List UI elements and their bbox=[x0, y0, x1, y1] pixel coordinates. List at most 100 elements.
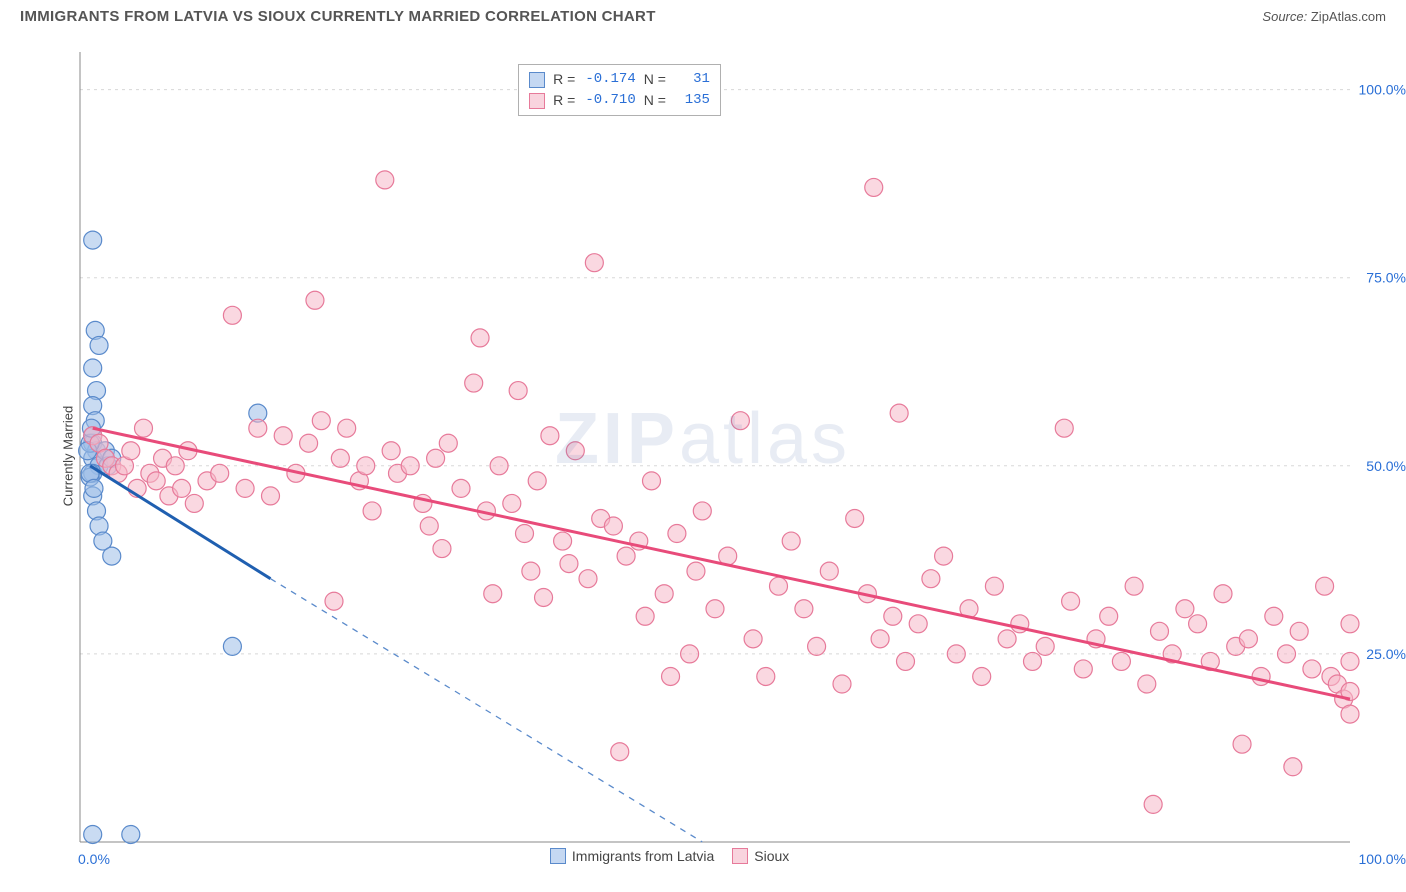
scatter-point bbox=[147, 472, 165, 490]
chart-title: IMMIGRANTS FROM LATVIA VS SIOUX CURRENTL… bbox=[20, 8, 656, 25]
scatter-point bbox=[1265, 607, 1283, 625]
scatter-point bbox=[522, 562, 540, 580]
y-tick-label: 75.0% bbox=[1366, 270, 1406, 286]
scatter-point bbox=[808, 637, 826, 655]
scatter-point bbox=[668, 525, 686, 543]
scatter-point bbox=[693, 502, 711, 520]
scatter-point bbox=[1233, 735, 1251, 753]
scatter-point bbox=[655, 585, 673, 603]
scatter-point bbox=[643, 472, 661, 490]
y-axis-label: Currently Married bbox=[61, 406, 76, 506]
scatter-point bbox=[528, 472, 546, 490]
scatter-point bbox=[1303, 660, 1321, 678]
scatter-point bbox=[1024, 652, 1042, 670]
scatter-point bbox=[1151, 622, 1169, 640]
legend-swatch bbox=[529, 93, 545, 109]
scatter-point bbox=[363, 502, 381, 520]
scatter-point bbox=[122, 442, 140, 460]
scatter-point bbox=[617, 547, 635, 565]
scatter-point bbox=[560, 555, 578, 573]
scatter-point bbox=[84, 359, 102, 377]
r-label: R = bbox=[553, 90, 575, 111]
scatter-point bbox=[357, 457, 375, 475]
legend-swatch bbox=[550, 848, 566, 864]
scatter-point bbox=[1214, 585, 1232, 603]
scatter-point bbox=[465, 374, 483, 392]
y-tick-label: 50.0% bbox=[1366, 458, 1406, 474]
scatter-point bbox=[90, 336, 108, 354]
scatter-point bbox=[306, 291, 324, 309]
scatter-chart: 25.0%50.0%75.0%100.0%0.0%100.0% bbox=[20, 40, 1406, 872]
scatter-point bbox=[331, 449, 349, 467]
y-tick-label: 100.0% bbox=[1359, 82, 1406, 98]
scatter-point bbox=[579, 570, 597, 588]
scatter-point bbox=[338, 419, 356, 437]
scatter-point bbox=[312, 412, 330, 430]
scatter-point bbox=[1112, 652, 1130, 670]
legend-swatch bbox=[732, 848, 748, 864]
scatter-point bbox=[636, 607, 654, 625]
legend-swatch bbox=[529, 72, 545, 88]
scatter-point bbox=[1100, 607, 1118, 625]
scatter-point bbox=[401, 457, 419, 475]
scatter-point bbox=[1284, 758, 1302, 776]
scatter-point bbox=[325, 592, 343, 610]
scatter-point bbox=[484, 585, 502, 603]
n-label: N = bbox=[644, 69, 666, 90]
scatter-point bbox=[947, 645, 965, 663]
trend-line bbox=[93, 428, 1350, 699]
scatter-point bbox=[535, 588, 553, 606]
r-value: -0.710 bbox=[585, 90, 635, 111]
scatter-point bbox=[185, 494, 203, 512]
legend-item: Sioux bbox=[732, 848, 789, 864]
bottom-legend: Immigrants from Latvia Sioux bbox=[550, 848, 789, 864]
scatter-point bbox=[249, 419, 267, 437]
scatter-point bbox=[1144, 795, 1162, 813]
scatter-point bbox=[757, 667, 775, 685]
legend-label: Sioux bbox=[754, 848, 789, 864]
scatter-point bbox=[1125, 577, 1143, 595]
scatter-point bbox=[503, 494, 521, 512]
scatter-point bbox=[897, 652, 915, 670]
r-label: R = bbox=[553, 69, 575, 90]
scatter-point bbox=[103, 547, 121, 565]
scatter-point bbox=[1189, 615, 1207, 633]
scatter-point bbox=[731, 412, 749, 430]
n-value: 135 bbox=[676, 90, 710, 111]
scatter-point bbox=[420, 517, 438, 535]
scatter-point bbox=[376, 171, 394, 189]
scatter-point bbox=[439, 434, 457, 452]
scatter-point bbox=[922, 570, 940, 588]
scatter-point bbox=[706, 600, 724, 618]
stats-row: R =-0.174N =31 bbox=[529, 69, 710, 90]
scatter-point bbox=[211, 464, 229, 482]
legend-label: Immigrants from Latvia bbox=[572, 848, 714, 864]
scatter-point bbox=[382, 442, 400, 460]
scatter-point bbox=[1062, 592, 1080, 610]
scatter-point bbox=[236, 479, 254, 497]
scatter-point bbox=[865, 178, 883, 196]
scatter-point bbox=[166, 457, 184, 475]
scatter-point bbox=[173, 479, 191, 497]
source-credit: Source: ZipAtlas.com bbox=[1262, 9, 1386, 24]
scatter-point bbox=[1341, 615, 1359, 633]
scatter-point bbox=[871, 630, 889, 648]
scatter-point bbox=[1290, 622, 1308, 640]
scatter-point bbox=[1036, 637, 1054, 655]
scatter-point bbox=[820, 562, 838, 580]
scatter-point bbox=[687, 562, 705, 580]
n-label: N = bbox=[644, 90, 666, 111]
scatter-point bbox=[973, 667, 991, 685]
scatter-point bbox=[611, 743, 629, 761]
scatter-point bbox=[604, 517, 622, 535]
scatter-point bbox=[846, 509, 864, 527]
scatter-point bbox=[541, 427, 559, 445]
scatter-point bbox=[998, 630, 1016, 648]
scatter-point bbox=[985, 577, 1003, 595]
scatter-point bbox=[909, 615, 927, 633]
scatter-point bbox=[452, 479, 470, 497]
scatter-point bbox=[662, 667, 680, 685]
scatter-point bbox=[833, 675, 851, 693]
scatter-point bbox=[884, 607, 902, 625]
scatter-point bbox=[300, 434, 318, 452]
